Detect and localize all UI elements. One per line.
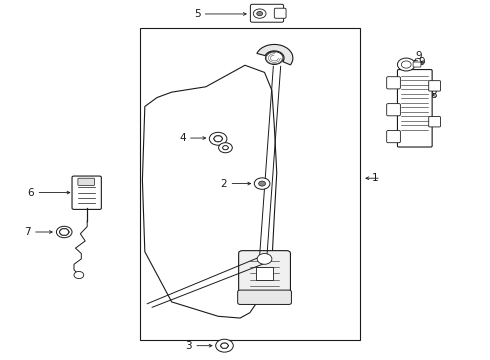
FancyBboxPatch shape xyxy=(238,290,292,305)
Text: 6: 6 xyxy=(27,188,34,198)
Text: 1: 1 xyxy=(372,173,379,183)
Circle shape xyxy=(209,132,227,145)
Circle shape xyxy=(259,181,266,186)
Circle shape xyxy=(74,271,84,279)
FancyBboxPatch shape xyxy=(239,251,291,296)
FancyBboxPatch shape xyxy=(78,178,95,185)
Circle shape xyxy=(257,12,263,16)
Polygon shape xyxy=(143,65,277,318)
FancyBboxPatch shape xyxy=(429,81,441,91)
Text: 7: 7 xyxy=(24,227,31,237)
FancyBboxPatch shape xyxy=(387,77,400,89)
Circle shape xyxy=(401,61,411,68)
Circle shape xyxy=(222,145,228,150)
Circle shape xyxy=(219,143,232,153)
FancyBboxPatch shape xyxy=(387,131,400,143)
Circle shape xyxy=(216,339,233,352)
Text: 2: 2 xyxy=(220,179,227,189)
FancyBboxPatch shape xyxy=(429,117,441,127)
Circle shape xyxy=(257,253,272,264)
Circle shape xyxy=(56,226,72,238)
Text: 8: 8 xyxy=(430,90,437,100)
Text: 3: 3 xyxy=(185,341,192,351)
FancyBboxPatch shape xyxy=(397,69,432,147)
Bar xyxy=(140,28,360,339)
Text: 5: 5 xyxy=(194,9,200,19)
FancyBboxPatch shape xyxy=(413,62,421,67)
Bar xyxy=(256,267,273,280)
FancyBboxPatch shape xyxy=(72,176,101,210)
FancyBboxPatch shape xyxy=(387,104,400,116)
Circle shape xyxy=(59,228,69,235)
Circle shape xyxy=(397,58,415,71)
Circle shape xyxy=(254,178,270,189)
FancyBboxPatch shape xyxy=(274,8,286,18)
Text: 9: 9 xyxy=(415,51,422,61)
Circle shape xyxy=(220,343,228,348)
Circle shape xyxy=(266,51,283,64)
Text: 9: 9 xyxy=(418,57,425,67)
Wedge shape xyxy=(257,44,293,65)
Circle shape xyxy=(253,9,266,18)
Circle shape xyxy=(214,135,222,142)
FancyBboxPatch shape xyxy=(250,4,284,22)
Text: 4: 4 xyxy=(179,133,186,143)
